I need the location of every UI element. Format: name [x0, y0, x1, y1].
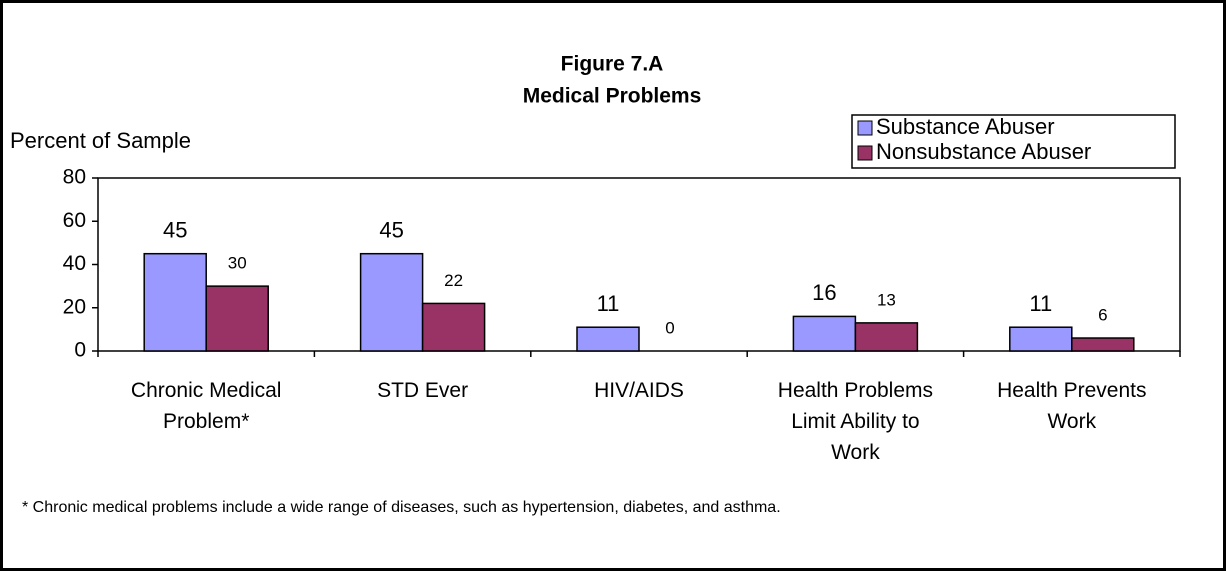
x-tick-label: Health Problems Limit Ability to Work — [778, 379, 933, 464]
legend-box — [851, 114, 1176, 169]
value-label: 45 — [163, 218, 187, 243]
y-tick-label: 80 — [63, 166, 86, 189]
bar — [576, 326, 640, 352]
bar — [143, 252, 207, 352]
label-line: Problem* — [163, 410, 249, 433]
value-label: 11 — [1029, 291, 1052, 316]
label-line: HIV/AIDS — [594, 379, 684, 402]
legend-swatch — [857, 145, 873, 161]
label-line: Limit Ability to — [791, 410, 919, 433]
y-tick-label: 60 — [63, 209, 86, 232]
bar — [854, 322, 919, 352]
value-label: 30 — [228, 254, 247, 273]
label-line: Chronic Medical — [131, 379, 282, 402]
chart-title: Figure 7.A — [561, 53, 664, 76]
value-label: 16 — [812, 280, 836, 305]
value-label: 0 — [665, 318, 674, 337]
y-tick-label: 20 — [63, 295, 86, 318]
value-label: 45 — [379, 218, 403, 243]
x-tick-label: Health Prevents Work — [997, 379, 1146, 433]
value-label: 11 — [597, 291, 620, 316]
legend-label: Nonsubstance Abuser — [876, 139, 1091, 164]
x-tick-label: Chronic Medical Problem* — [131, 379, 282, 433]
label-line: STD Ever — [377, 379, 468, 402]
bar — [421, 302, 486, 352]
footnote: * Chronic medical problems include a wid… — [22, 499, 781, 516]
legend-label: Substance Abuser — [876, 114, 1055, 139]
x-tick-label: HIV/AIDS — [594, 379, 684, 402]
bar — [205, 285, 269, 352]
bar — [1071, 337, 1135, 352]
bar — [1009, 326, 1073, 352]
chart-subtitle: Medical Problems — [523, 85, 702, 108]
y-axis-label: Percent of Sample — [10, 128, 191, 153]
label-line: Health Prevents — [997, 379, 1146, 402]
value-label: 22 — [444, 271, 463, 290]
bar — [359, 252, 424, 352]
x-tick-label: STD Ever — [377, 379, 468, 402]
value-label: 6 — [1098, 306, 1107, 325]
bar — [792, 315, 857, 352]
label-line: Work — [831, 441, 880, 464]
legend-swatch — [857, 120, 873, 136]
value-label: 13 — [877, 290, 896, 309]
y-tick-label: 40 — [63, 252, 86, 275]
label-line: Health Problems — [778, 379, 933, 402]
y-tick-label: 0 — [74, 339, 86, 362]
label-line: Work — [1047, 410, 1096, 433]
